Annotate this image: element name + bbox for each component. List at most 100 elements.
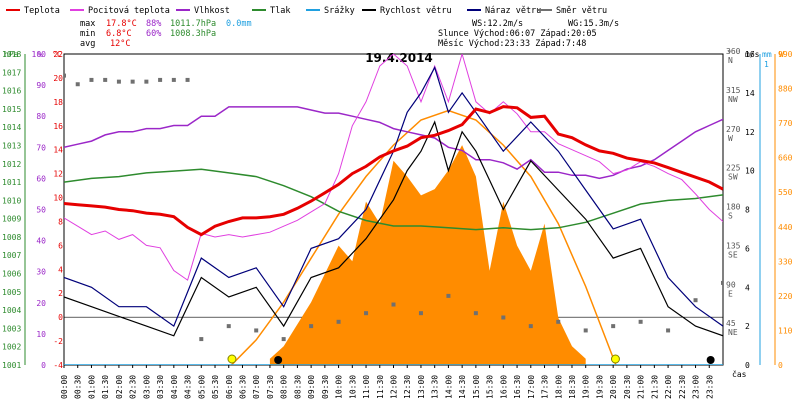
temp-axis-title: °C: [52, 50, 62, 59]
x-tick-label: 04:00: [170, 375, 179, 399]
x-tick-label: 21:30: [650, 375, 659, 399]
humidity-line: [64, 106, 723, 180]
dir-tick-label: 90: [726, 280, 736, 289]
dir-tick-compass: S: [728, 212, 733, 221]
sunrise-marker: [227, 354, 237, 364]
wind-direction-point: [254, 328, 259, 333]
stat-wind-gust: WG:15.3m/s: [568, 19, 619, 29]
ms-tick-label: 6: [745, 244, 750, 253]
plot-area: [64, 54, 723, 365]
dir-tick-label: 360: [726, 47, 741, 56]
x-axis-title: čas: [732, 369, 747, 379]
plot-series: [64, 54, 723, 365]
hpa-tick-label: 1013: [2, 141, 21, 150]
w-tick-label: 220: [778, 292, 793, 301]
w-axis-title: W: [779, 50, 784, 59]
ms-tick-label: 12: [745, 128, 755, 137]
x-tick-label: 01:30: [101, 375, 110, 399]
x-tick-label: 07:30: [266, 375, 275, 399]
stat-moon: Měsíc Východ:23:33 Západ:7:48: [438, 39, 586, 49]
temp-tick-label: 0: [58, 313, 63, 322]
dir-tick-label: 135: [726, 241, 741, 250]
x-tick-label: 13:00: [417, 375, 426, 399]
dir-tick-compass: SE: [728, 250, 738, 259]
wind-direction-point: [418, 311, 423, 316]
ms-tick-label: 16: [745, 50, 755, 59]
w-tick-label: 770: [778, 119, 793, 128]
legend: Teplota Pocitová teplota Vlhkost Tlak Srážky…: [6, 6, 607, 16]
pct-tick-label: 70: [36, 143, 46, 152]
x-tick-label: 22:30: [678, 375, 687, 399]
pct-tick-label: 90: [36, 81, 46, 90]
wind-direction-point: [199, 337, 204, 342]
x-tick-label: 04:30: [184, 375, 193, 399]
temp-tick-label: 16: [53, 122, 63, 131]
wind-direction-point: [158, 77, 163, 82]
stat-max-temp: 17.8°C: [106, 19, 137, 29]
x-tick-label: 08:30: [293, 375, 302, 399]
legend-label: Srážky: [324, 6, 355, 16]
dir-tick-label: 45: [726, 319, 736, 328]
stat-wind-speed: WS:12.2m/s: [472, 19, 523, 29]
wind-direction-point: [171, 77, 176, 82]
x-tick-label: 07:00: [252, 375, 261, 399]
x-tick-label: 14:30: [458, 375, 467, 399]
wind-direction-point: [226, 324, 231, 329]
stat-max-hum: 88%: [146, 19, 161, 29]
stat-max-press: 1011.7hPa: [170, 19, 216, 29]
temp-tick-label: 8: [58, 217, 63, 226]
x-tick-label: 08:00: [280, 375, 289, 399]
temp-tick-label: 18: [53, 98, 63, 107]
ms-tick-label: 2: [745, 322, 750, 331]
x-tick-label: 16:30: [513, 375, 522, 399]
feels-like-line: [64, 54, 723, 281]
hpa-tick-label: 1015: [2, 105, 21, 114]
legend-label: Teplota: [24, 6, 60, 16]
pct-tick-label: 40: [36, 237, 46, 246]
x-tick-label: 05:30: [211, 375, 220, 399]
x-tick-label: 06:00: [225, 375, 234, 399]
temp-tick-label: 14: [53, 146, 63, 155]
stat-max-label: max: [80, 19, 95, 29]
stat-max-rain: 0.0mm: [226, 19, 252, 29]
hpa-tick-label: 1011: [2, 178, 21, 187]
wind-direction-point: [144, 79, 149, 84]
pct-tick-label: 60: [36, 174, 46, 183]
temp-tick-label: 10: [53, 194, 63, 203]
pct-tick-label: 20: [36, 299, 46, 308]
wind-direction-point: [336, 319, 341, 324]
x-tick-label: 18:30: [568, 375, 577, 399]
x-tick-label: 02:00: [115, 375, 124, 399]
legend-label: Směr větru: [556, 6, 607, 16]
w-tick-label: 660: [778, 154, 793, 163]
wind-direction-point: [64, 73, 66, 78]
w-tick-label: 330: [778, 257, 793, 266]
x-tick-label: 05:00: [197, 375, 206, 399]
x-tick-label: 00:30: [74, 375, 83, 399]
x-tick-label: 15:00: [472, 375, 481, 399]
wind-direction-point: [391, 302, 396, 307]
dir-tick-label: 225: [726, 164, 741, 173]
dir-tick-label: 270: [726, 125, 741, 134]
hpa-tick-label: 1014: [2, 123, 21, 132]
wind-direction-point: [583, 328, 588, 333]
hpa-tick-label: 1004: [2, 306, 21, 315]
hpa-tick-label: 1010: [2, 196, 21, 205]
wind-direction-point: [364, 311, 369, 316]
ms-tick-label: 4: [745, 283, 750, 292]
wind-gust-line: [64, 66, 723, 328]
x-tick-label: 11:30: [376, 375, 385, 399]
legend-label: Náraz větru: [485, 6, 541, 16]
x-tick-label: 02:30: [129, 375, 138, 399]
x-tick-label: 17:00: [527, 375, 536, 399]
wind-direction-point: [638, 319, 643, 324]
dir-tick-compass: W: [728, 134, 733, 143]
wind-direction-point: [693, 298, 698, 303]
legend-label: Tlak: [270, 6, 290, 16]
w-tick-label: 110: [778, 326, 793, 335]
hpa-tick-label: 1018: [2, 50, 21, 59]
wind-direction-point: [309, 324, 314, 329]
wind-direction-point: [501, 315, 506, 320]
dir-tick-compass: NW: [728, 95, 738, 104]
hpa-tick-label: 1008: [2, 233, 21, 242]
